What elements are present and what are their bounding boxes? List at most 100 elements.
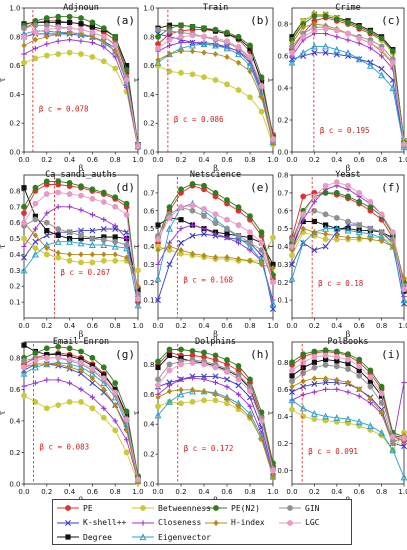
data-point xyxy=(334,232,340,239)
data-point xyxy=(367,374,374,381)
data-point xyxy=(67,380,73,386)
data-point xyxy=(55,25,62,32)
data-point xyxy=(124,411,130,418)
data-point xyxy=(379,409,385,416)
data-point xyxy=(333,189,340,196)
data-point xyxy=(32,232,38,239)
data-point xyxy=(345,193,351,200)
data-point xyxy=(112,234,118,240)
x-tick-label: 0.0 xyxy=(152,488,163,496)
x-tick-label: 1.0 xyxy=(132,488,143,496)
data-point xyxy=(289,34,295,40)
data-point xyxy=(32,380,38,386)
panel-netscience: Netscience (e) 0.0 0.2 0.4 0.6 0.8 1.0 0.1 0.2 0.3… xyxy=(132,170,279,339)
data-point xyxy=(356,198,363,205)
data-point xyxy=(55,189,62,196)
x-axis-label: β xyxy=(213,330,218,339)
x-tick-label: 0.2 xyxy=(175,322,186,330)
data-point xyxy=(189,250,196,257)
data-point xyxy=(178,346,184,353)
data-point xyxy=(300,225,306,232)
y-tick-label: 0.4 xyxy=(143,421,155,429)
data-point xyxy=(66,13,73,20)
y-axis-label: τ xyxy=(266,410,275,415)
y-tick-label: 1.0 xyxy=(143,5,154,13)
data-point xyxy=(66,238,74,245)
beta-c-annotation: β c = 0.078 xyxy=(39,105,89,114)
data-point xyxy=(67,19,73,25)
data-point xyxy=(224,384,230,390)
data-point xyxy=(21,254,27,261)
data-point xyxy=(235,391,242,397)
data-point xyxy=(78,51,84,57)
x-tick-label: 0.8 xyxy=(244,156,255,164)
data-point xyxy=(155,297,161,304)
panel-letter: (g) xyxy=(115,348,135,361)
data-point xyxy=(21,392,27,399)
data-point xyxy=(21,243,27,250)
data-point xyxy=(378,428,386,436)
data-point xyxy=(66,229,73,236)
data-point xyxy=(123,408,130,415)
data-point xyxy=(224,357,230,363)
y-axis-label: τ xyxy=(0,244,7,249)
data-point xyxy=(367,225,374,232)
data-point xyxy=(44,228,50,234)
series-lgc xyxy=(289,179,407,293)
data-point xyxy=(89,363,95,369)
data-point xyxy=(299,49,307,56)
data-point xyxy=(289,367,295,374)
data-point xyxy=(135,143,141,150)
data-point xyxy=(54,238,62,245)
beta-c-annotation: β c = 0.267 xyxy=(60,268,110,277)
y-tick-label: 0.4 xyxy=(143,91,155,99)
panel-letter: (h) xyxy=(250,348,270,361)
data-point xyxy=(89,186,96,193)
data-point xyxy=(112,42,119,49)
data-point xyxy=(212,352,219,359)
data-point xyxy=(201,373,207,380)
y-tick-label: 0.6 xyxy=(143,391,155,399)
data-point xyxy=(166,367,173,374)
legend-marker xyxy=(287,519,293,526)
legend-label: H-index xyxy=(231,518,265,527)
data-point xyxy=(300,211,307,218)
data-point xyxy=(311,193,318,200)
data-point xyxy=(135,476,141,483)
data-point xyxy=(212,391,219,398)
beta-c-annotation: β c = 0.195 xyxy=(320,126,370,135)
legend: PE Betweenness PE(N2) GIN K-shell++ Closeness… xyxy=(52,499,352,545)
data-point xyxy=(289,383,295,390)
data-point xyxy=(100,189,107,196)
data-point xyxy=(258,436,265,443)
data-point xyxy=(258,74,265,81)
data-point xyxy=(78,15,84,21)
panel-letter: (a) xyxy=(115,14,135,27)
data-point xyxy=(189,348,196,354)
data-point xyxy=(390,243,396,250)
data-point xyxy=(334,358,340,364)
panel-title: Netscience xyxy=(190,170,241,180)
data-point xyxy=(55,402,62,409)
data-point xyxy=(124,235,130,242)
data-point xyxy=(224,368,230,375)
series-lgc xyxy=(155,360,276,474)
data-point xyxy=(212,41,219,49)
data-point xyxy=(77,239,85,247)
beta-c-annotation: β c = 0.172 xyxy=(184,444,234,453)
data-point xyxy=(223,44,231,52)
data-point xyxy=(124,254,130,261)
data-point xyxy=(235,50,242,58)
data-point xyxy=(43,354,50,361)
data-point xyxy=(21,210,27,217)
data-point xyxy=(177,390,185,398)
y-tick-label: 0.2 xyxy=(277,279,288,287)
data-point xyxy=(224,395,230,402)
data-point xyxy=(224,225,230,232)
data-point xyxy=(367,204,374,211)
data-point xyxy=(123,211,130,218)
y-tick-label: 0.4 xyxy=(277,243,289,251)
series-gin xyxy=(21,216,141,298)
y-tick-label: 0.8 xyxy=(9,187,20,195)
data-point xyxy=(201,226,207,232)
